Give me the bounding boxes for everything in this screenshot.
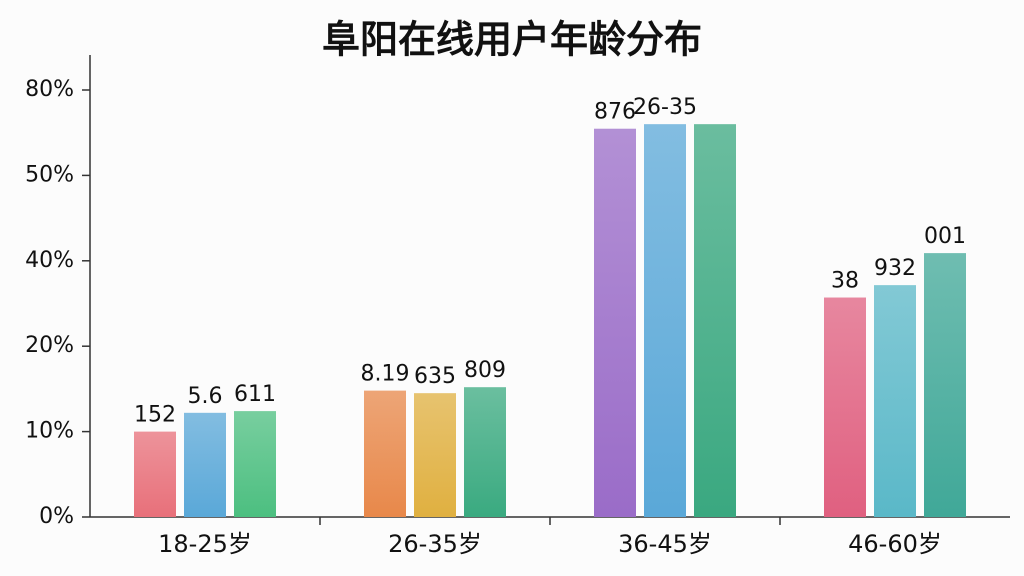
bar-label: 26-35 xyxy=(633,95,697,120)
x-tick-label: 26-35岁 xyxy=(388,530,482,558)
y-tick-label: 0% xyxy=(39,504,74,529)
bar-label: 809 xyxy=(464,358,506,383)
y-tick-label: 50% xyxy=(25,162,74,187)
bar-label: 876 xyxy=(594,100,636,125)
bar-label: 152 xyxy=(134,403,176,428)
bar xyxy=(234,411,276,517)
bar xyxy=(594,128,636,517)
bar xyxy=(184,412,226,517)
bar xyxy=(364,390,406,517)
bar xyxy=(134,431,176,517)
y-tick-label: 20% xyxy=(25,333,74,358)
bar-label: 8.19 xyxy=(361,362,410,387)
y-tick-label: 80% xyxy=(25,77,74,102)
bar-label: 38 xyxy=(831,269,859,294)
bar xyxy=(414,393,456,517)
y-tick-label: 40% xyxy=(25,248,74,273)
x-tick-label: 36-45岁 xyxy=(618,530,712,558)
bar xyxy=(644,124,686,517)
bar xyxy=(824,297,866,517)
bar xyxy=(464,387,506,517)
x-tick-label: 18-25岁 xyxy=(158,530,252,558)
chart-title: 阜阳在线用户年龄分布 xyxy=(322,18,702,62)
bar-label: 611 xyxy=(234,382,276,407)
bar xyxy=(694,124,736,517)
bar-label: 635 xyxy=(414,364,456,389)
bar-label: 932 xyxy=(874,256,916,281)
bar xyxy=(874,285,916,517)
bar-label: 001 xyxy=(924,224,966,249)
bar xyxy=(924,253,966,517)
bar-label: 5.6 xyxy=(188,384,223,409)
x-tick-label: 46-60岁 xyxy=(848,530,942,558)
y-tick-label: 10% xyxy=(25,419,74,444)
